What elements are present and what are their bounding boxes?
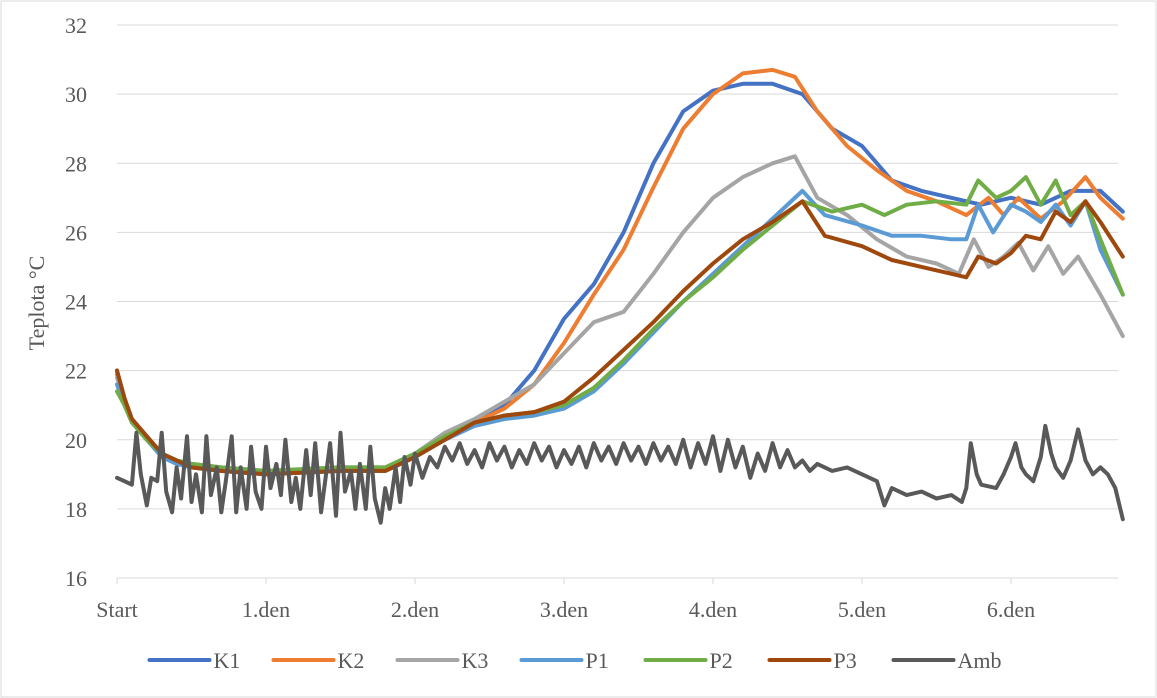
y-tick-label: 24 <box>65 290 87 315</box>
y-tick-label: 28 <box>65 151 87 176</box>
series-line-amb <box>115 423 1125 525</box>
legend-label-p1: P1 <box>586 648 609 673</box>
series-line-p3 <box>115 199 1125 477</box>
legend-label-amb: Amb <box>958 648 1002 673</box>
series-lines <box>115 67 1125 525</box>
legend-label-k3: K3 <box>462 648 489 673</box>
x-tick-label: 2.den <box>391 597 439 622</box>
y-tick-label: 26 <box>65 220 87 245</box>
x-tick-label: 1.den <box>242 597 290 622</box>
x-tick-label: 5.den <box>838 597 886 622</box>
y-tick-label: 22 <box>65 359 87 384</box>
y-tick-label: 20 <box>65 428 87 453</box>
x-tick-label: 6.den <box>987 597 1035 622</box>
y-axis-title: Teplota °C <box>24 256 49 351</box>
axes: 16 18 20 22 24 26 28 30 32 Start 1.den 2.den 3.den 4.… <box>65 13 1118 622</box>
legend-label-k2: K2 <box>338 648 365 673</box>
legend-label-k1: K1 <box>214 648 241 673</box>
y-tick-label: 30 <box>65 82 87 107</box>
y-tick-label: 32 <box>65 13 87 38</box>
x-tick-label: 4.den <box>689 597 737 622</box>
series-line-p2 <box>115 175 1125 473</box>
x-tick-label: Start <box>96 597 138 622</box>
legend: K1 K2 K3 P1 P2 P3 Amb <box>147 648 1002 673</box>
x-tick-label: 3.den <box>540 597 588 622</box>
legend-label-p2: P2 <box>710 648 733 673</box>
y-tick-label: 16 <box>65 566 87 591</box>
y-tick-label: 18 <box>65 497 87 522</box>
legend-label-p3: P3 <box>834 648 857 673</box>
